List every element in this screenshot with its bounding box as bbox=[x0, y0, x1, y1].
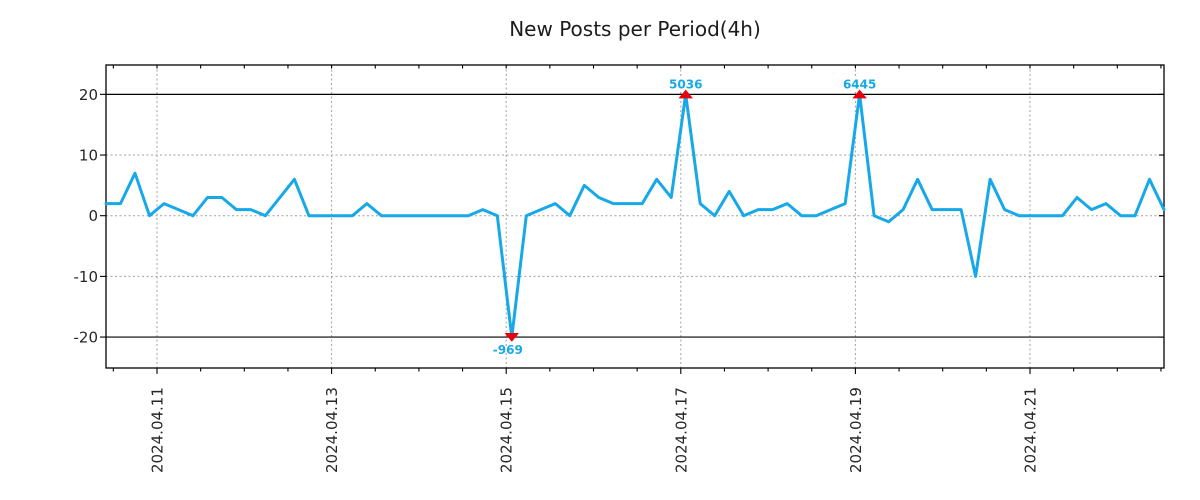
y-tick-label: 0 bbox=[88, 207, 98, 225]
annotation-label: -969 bbox=[493, 343, 523, 357]
y-tick-label: -20 bbox=[74, 329, 99, 347]
y-tick-label: 10 bbox=[79, 147, 98, 165]
y-tick-label: 20 bbox=[79, 86, 98, 104]
x-tick-label: 2024.04.17 bbox=[672, 387, 690, 473]
y-tick-label: -10 bbox=[74, 268, 99, 286]
plot-border bbox=[105, 64, 1165, 369]
chart-title: New Posts per Period(4h) bbox=[509, 17, 761, 41]
annotation-label: 6445 bbox=[843, 77, 876, 91]
annotation-marker-down bbox=[504, 333, 520, 342]
x-tick-label: 2024.04.13 bbox=[323, 387, 341, 473]
series-line bbox=[104, 92, 1166, 339]
x-tick-label: 2024.04.11 bbox=[149, 387, 167, 473]
x-tick-label: 2024.04.15 bbox=[498, 387, 516, 473]
x-tick-label: 2024.04.21 bbox=[1022, 387, 1040, 473]
annotation-label: 5036 bbox=[669, 77, 702, 91]
annotation-marker-up bbox=[678, 89, 693, 99]
x-tick-label: 2024.04.19 bbox=[847, 387, 865, 473]
annotation-marker-up bbox=[852, 89, 867, 99]
